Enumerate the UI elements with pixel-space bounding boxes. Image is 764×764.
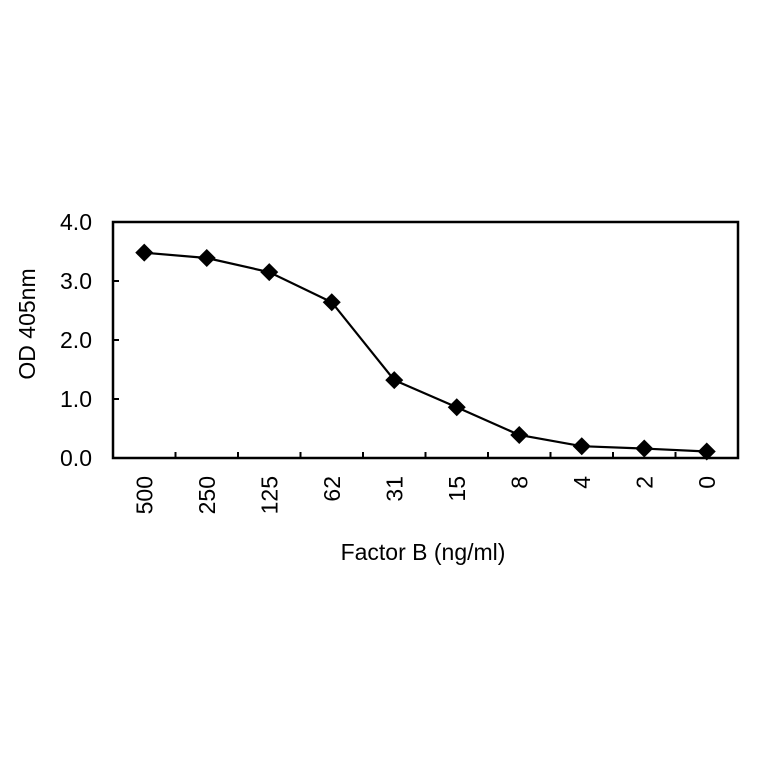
- y-axis: 0.0 1.0 2.0 3.0 4.0: [60, 209, 119, 471]
- diamond-marker: [447, 398, 466, 417]
- x-tick-label: 125: [256, 476, 282, 514]
- data-series: [135, 243, 716, 461]
- x-tick-label: 15: [444, 476, 470, 502]
- x-tick-label: 0: [694, 476, 720, 489]
- diamond-marker: [635, 439, 654, 458]
- diamond-marker: [572, 437, 591, 456]
- y-tick-label: 3.0: [60, 268, 92, 294]
- diamond-marker: [385, 371, 404, 390]
- x-axis: 500 250 125 62 31 15 8 4 2 0: [131, 452, 720, 514]
- y-tick-label: 4.0: [60, 209, 92, 235]
- y-tick-label: 1.0: [60, 386, 92, 412]
- diamond-marker: [510, 425, 529, 444]
- x-axis-title: Factor B (ng/ml): [341, 539, 506, 565]
- x-tick-label: 62: [319, 476, 345, 502]
- x-tick-label: 2: [631, 476, 657, 489]
- diamond-marker: [260, 263, 279, 282]
- diamond-marker: [197, 248, 216, 267]
- x-tick-label: 31: [381, 476, 407, 502]
- x-tick-label: 500: [131, 476, 157, 514]
- diamond-marker: [697, 442, 716, 461]
- diamond-marker: [135, 243, 154, 262]
- y-tick-label: 2.0: [60, 327, 92, 353]
- series-line: [144, 251, 707, 453]
- x-tick-label: 250: [194, 476, 220, 514]
- x-tick-label: 4: [569, 476, 595, 489]
- y-axis-title: OD 405nm: [14, 268, 40, 379]
- diamond-marker: [322, 293, 341, 312]
- x-tick-label: 8: [506, 476, 532, 489]
- y-tick-label: 0.0: [60, 445, 92, 471]
